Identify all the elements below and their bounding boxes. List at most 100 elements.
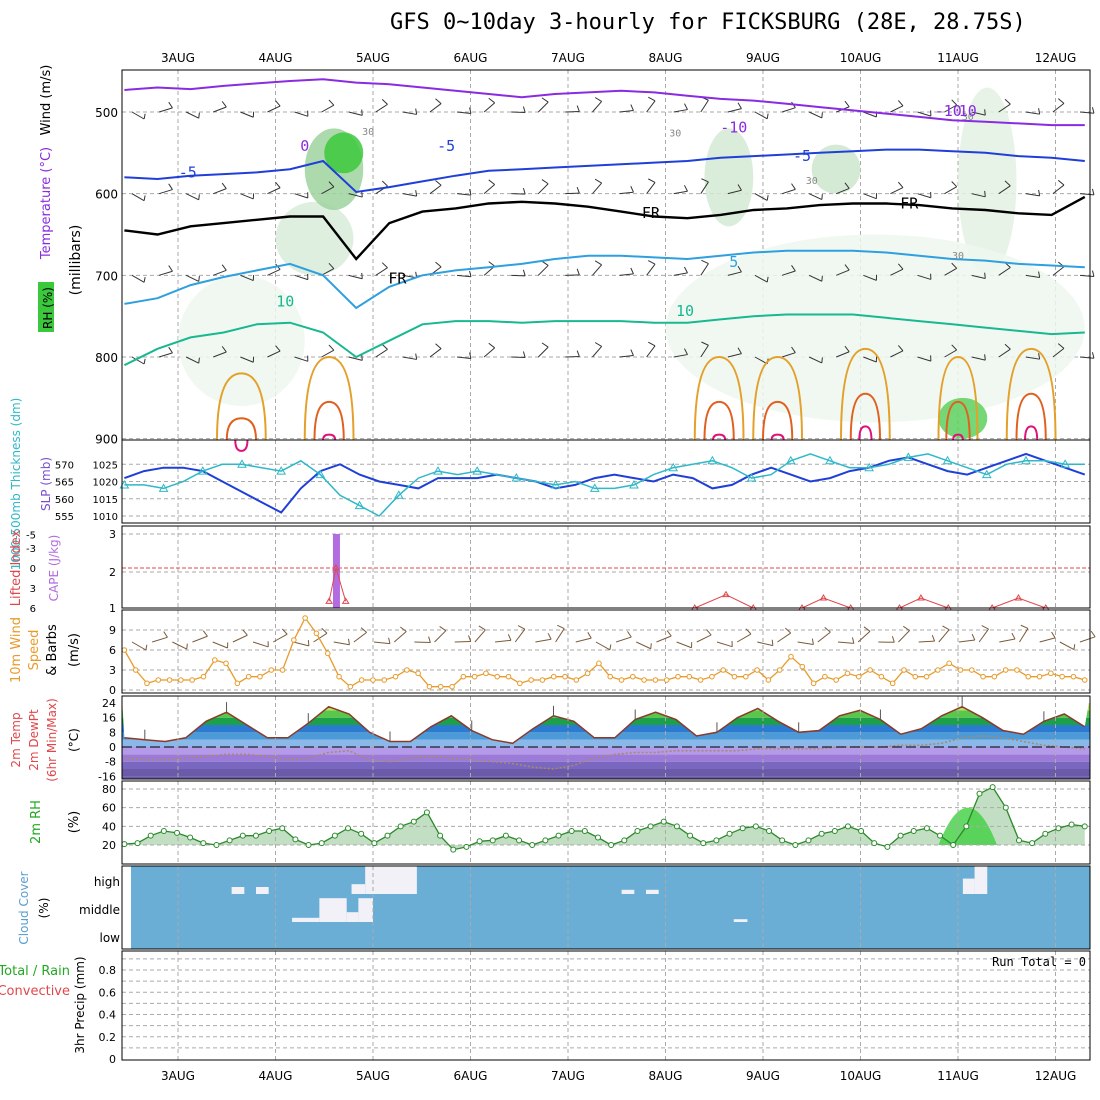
precip-ytick: 0.6 [99,986,117,999]
upper-air-wind-500-barb [131,111,145,120]
wind-10m-barb [454,640,471,643]
rh-2m-marker [147,832,154,839]
wind-10m-barb-flag [1020,624,1029,629]
slp-ytick-right: 1020 [93,478,118,489]
temp-band [122,769,1090,777]
x-label-top: 3AUG [161,51,195,65]
wind-10m-barb [192,635,208,643]
rh-2m-marker [594,834,601,841]
upper-air-wind-700-barb [700,263,709,276]
precip-run-total: Run Total = 0 [992,955,1086,969]
upper-air-wind-500-barb-flag [275,100,281,107]
upper-air-wind-800-barb-flag [415,353,418,360]
wind-speed-marker [381,677,388,683]
rh-2m-marker [976,790,983,797]
thickness-ytick-left: 555 [55,512,74,523]
rh-2m-marker [818,830,825,837]
upper-air-wind-600-barb [808,193,823,201]
upper-air-wind-500-barb-flag [1004,98,1011,105]
wind-speed-marker [889,680,896,687]
upper-air-wind-700-barb [944,267,957,276]
contour-label: 30 [962,112,974,123]
wind-speed-marker [641,677,647,683]
upper-air-wind-500-barb-flag [541,97,549,103]
upper-air-wind-800-barb [348,356,363,361]
upper-air-wind-800-barb [537,346,549,358]
li-ytick: 0 [30,564,36,575]
thickness-marker [472,466,483,475]
upper-air-wind-500-barb [917,111,932,117]
li-marker [325,597,334,604]
wind-speed-marker [935,667,941,673]
wind-speed-marker [1070,673,1077,680]
wind-speed-marker [449,683,455,690]
upper-air-wind-700-barb [754,274,768,283]
upper-air-wind-700-barb [971,274,986,279]
upper-air-wind-500-barb [483,102,496,113]
cloud-level-high: high [94,875,120,889]
rh-2m-marker [608,842,615,848]
wind-speed-marker [980,673,986,680]
ylabel-2m-temp: 2m Temp [9,712,23,767]
upper-air-wind-500-barb-flag [522,106,526,113]
upper-air-wind-500-barb-flag [594,97,602,102]
contour-label: 10 [676,302,694,320]
rh-2m-marker [739,825,746,832]
upper-air-wind-800-barb [456,356,472,359]
rh-shade-region [324,132,364,174]
upper-air-wind-700-barb [592,264,603,276]
rh-2m-marker [358,830,365,837]
upper-air-wind-500-barb [348,111,363,116]
upper-air-wind-500-barb-flag [1057,98,1065,104]
wind-10m-barb [615,636,632,643]
upper-air-wind-800-barb-flag [541,342,549,348]
upper-air-wind-800-barb-flag [684,348,688,355]
upper-air-wind-700-barb [1025,274,1040,279]
rh2m-frame [121,780,1091,865]
isotherm-25-loop [858,425,873,441]
contour-label: -5 [179,163,197,181]
x-label-bottom: 4AUG [259,1069,293,1083]
upper-air-wind-800-barb [890,350,904,358]
thickness-marker [825,455,835,465]
wind-10m-barb [817,631,831,643]
wind-speed-marker [697,677,704,683]
cloud-block-middle [319,898,347,922]
upper-air-wind-700-barb-flag [766,276,769,283]
wind-10m-barb [252,641,269,648]
rh-legend-swatch [38,282,54,332]
rh-2m-marker [937,832,944,839]
ylabel-thickness: 1000-500mb Thickness (dm) [9,398,23,571]
slp-ytick-right: 1025 [93,460,118,471]
upper-air-wind-600-barb [592,182,603,194]
isotherm-20-loop [945,400,971,441]
rh-2m-marker [542,837,549,844]
upper-air-wind-800-barb-flag [381,343,388,350]
upper-air-wind-600-barb-flag [221,182,227,189]
rh-shade-region [811,144,861,194]
x-label-bottom: 10AUG [840,1069,882,1083]
upper-air-wind-500-barb [537,101,549,113]
upper-air-wind-800-barb [1025,356,1040,360]
upper-air-wind-600-barb [863,193,877,200]
wind-10m-barb [1059,641,1075,650]
wind-10m-barb-flag [666,630,672,637]
ylabel-speed: Speed [27,630,42,671]
wind-speed-marker [1036,673,1043,680]
wind-10m-barb [757,641,773,647]
rh-2m-marker [647,823,654,830]
upper-air-wind-700-barb [836,269,850,276]
isotherm-15-loop [303,355,355,441]
li-marker [917,594,925,601]
upper-air-wind-600-barb-flag [1004,180,1011,187]
wind-10m-barb-flag [811,638,814,645]
upper-air-wind-700-barb-flag [821,275,823,282]
rh-2m-marker [700,840,707,847]
wind-10m-barb-flag [281,628,288,635]
thickness-marker [707,455,718,465]
wind-10m-barb-flag [863,626,871,632]
wind-10m-barb [514,628,526,643]
upper-air-wind-600-barb-flag [701,178,709,183]
temp-ytick: 8 [109,726,116,739]
x-label-bottom: 3AUG [161,1069,195,1083]
